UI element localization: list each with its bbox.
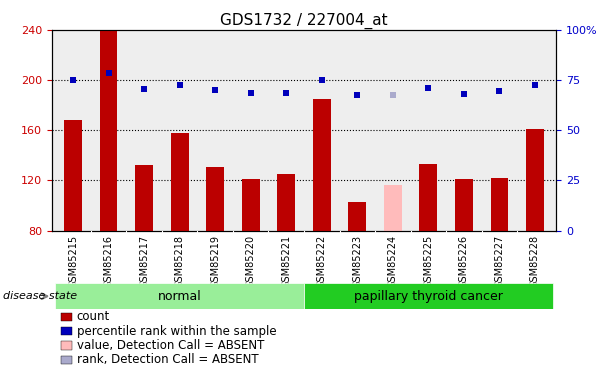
Text: percentile rank within the sample: percentile rank within the sample (77, 325, 276, 338)
Bar (491, 178, 508, 231)
Text: normal: normal (157, 290, 201, 303)
Text: rank, Detection Call = ABSENT: rank, Detection Call = ABSENT (77, 353, 258, 366)
Point (459, 91, 469, 97)
Text: GSM85216: GSM85216 (103, 235, 114, 288)
Text: GSM85215: GSM85215 (68, 235, 78, 288)
Bar (313, 99, 331, 231)
Bar (304, 283, 553, 309)
Point (104, 70, 114, 76)
Text: GSM85219: GSM85219 (210, 235, 220, 288)
Point (139, 86, 149, 92)
Point (174, 82, 184, 88)
Text: papillary thyroid cancer: papillary thyroid cancer (354, 290, 503, 303)
Point (494, 88, 504, 94)
Point (282, 90, 291, 96)
Text: GSM85224: GSM85224 (388, 235, 398, 288)
Text: GSM85225: GSM85225 (423, 235, 434, 288)
Bar (526, 129, 544, 231)
Text: GSM85221: GSM85221 (282, 235, 291, 288)
Text: count: count (77, 310, 110, 323)
Text: GSM85220: GSM85220 (246, 235, 256, 288)
Point (388, 92, 398, 98)
Point (246, 90, 255, 96)
Bar (171, 133, 188, 231)
Bar (348, 202, 366, 231)
Point (530, 82, 540, 88)
Text: GSM85222: GSM85222 (317, 235, 326, 288)
Bar (384, 186, 402, 231)
Text: GSM85218: GSM85218 (174, 235, 185, 288)
Bar (455, 179, 473, 231)
Point (424, 85, 434, 91)
Bar (242, 179, 260, 231)
Point (68, 77, 78, 83)
Text: GSM85223: GSM85223 (352, 235, 362, 288)
Text: GSM85227: GSM85227 (494, 235, 505, 288)
Text: value, Detection Call = ABSENT: value, Detection Call = ABSENT (77, 339, 264, 352)
Point (210, 87, 220, 93)
Bar (64, 120, 82, 231)
Text: GDS1732 / 227004_at: GDS1732 / 227004_at (220, 13, 388, 29)
Point (317, 77, 326, 83)
Bar (100, 30, 117, 231)
Bar (135, 165, 153, 231)
Text: GSM85228: GSM85228 (530, 235, 540, 288)
Text: GSM85226: GSM85226 (459, 235, 469, 288)
Bar (277, 174, 295, 231)
Text: disease state: disease state (3, 291, 77, 301)
Text: GSM85217: GSM85217 (139, 235, 149, 288)
Bar (420, 164, 437, 231)
Bar (55, 283, 304, 309)
Bar (206, 166, 224, 231)
Point (353, 92, 362, 98)
